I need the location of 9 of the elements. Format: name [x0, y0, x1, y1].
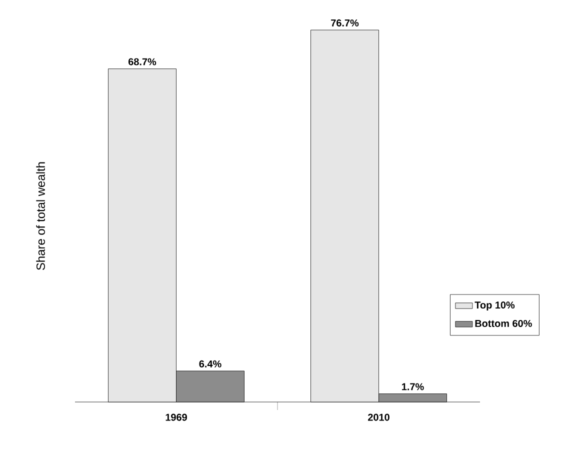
x-tick-label: 1969	[166, 414, 187, 421]
legend-label: Bottom 60%	[475, 320, 532, 327]
x-tick-label: 2010	[368, 414, 390, 421]
data-label: 68.7%	[128, 58, 156, 66]
legend-label: Top 10%	[474, 302, 515, 311]
y-axis-title: Share of total wealth	[36, 162, 45, 270]
data-label: 76.7%	[331, 19, 359, 26]
data-label: 6.4%	[199, 360, 222, 368]
data-label: 1.7%	[402, 383, 424, 390]
